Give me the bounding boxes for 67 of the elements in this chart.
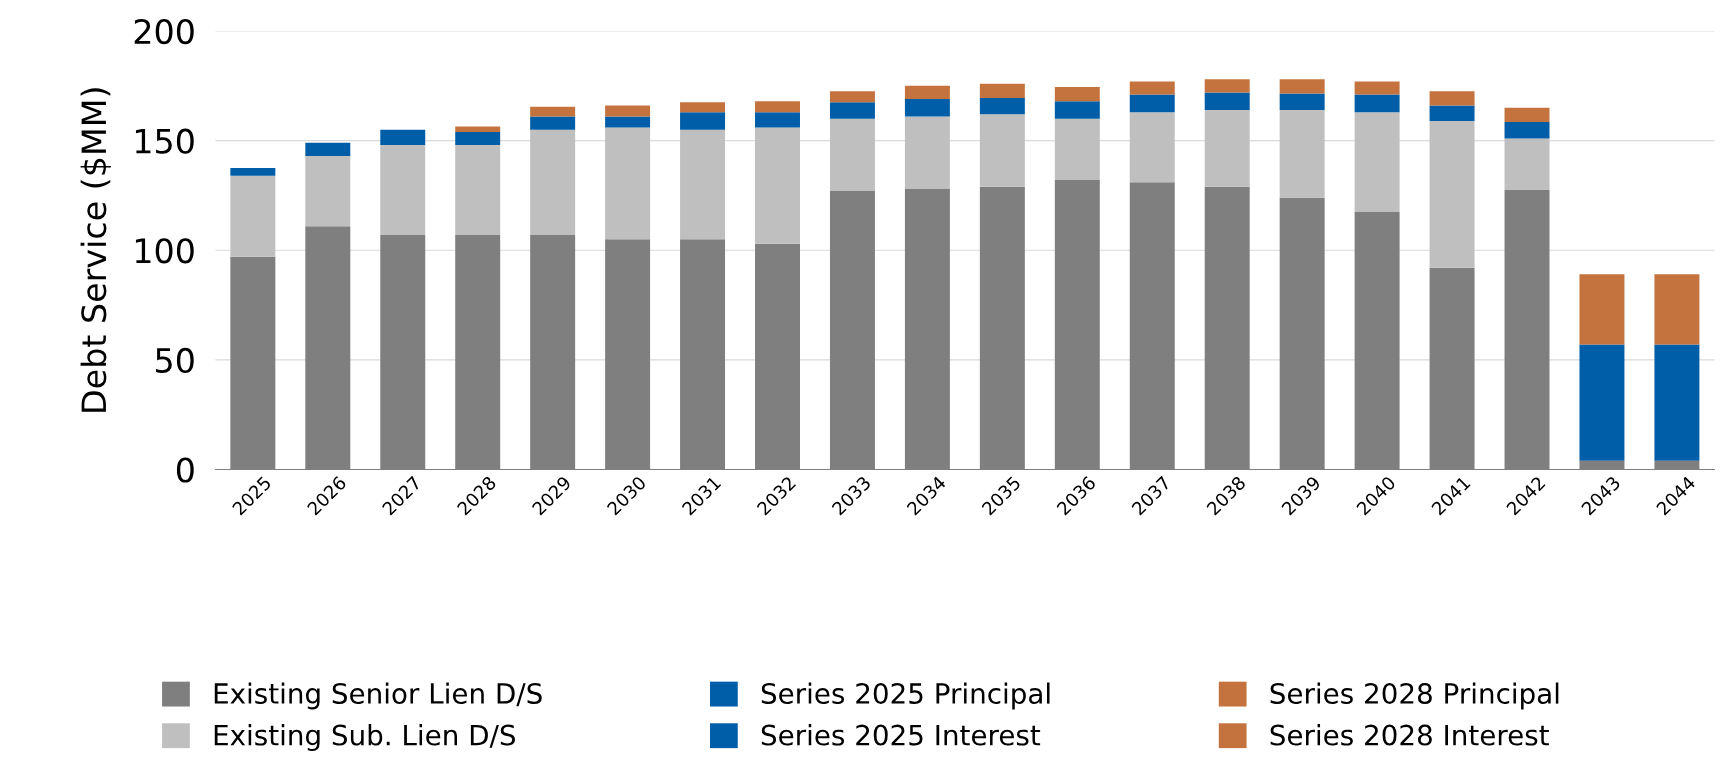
legend-label: Existing Sub. Lien D/S xyxy=(214,724,515,751)
bar xyxy=(1429,120,1475,268)
bar xyxy=(979,97,1025,115)
bar xyxy=(380,129,426,146)
bar xyxy=(1054,118,1100,181)
bar xyxy=(305,156,351,227)
bar xyxy=(1279,109,1325,198)
bar xyxy=(1354,112,1400,212)
legend-label: Series 2028 Principal xyxy=(1270,682,1559,710)
bar xyxy=(1204,79,1250,93)
bar xyxy=(1429,91,1475,106)
bar xyxy=(455,126,501,132)
bar xyxy=(1504,122,1550,139)
bar xyxy=(1054,86,1100,102)
bar xyxy=(605,127,651,240)
bar xyxy=(1504,138,1550,190)
bar xyxy=(904,116,950,189)
bar xyxy=(829,118,875,192)
bar xyxy=(755,127,800,244)
bar xyxy=(1129,81,1175,95)
bar xyxy=(680,129,726,240)
y-tick-label: 50 xyxy=(156,347,194,374)
bar xyxy=(305,142,351,156)
bar xyxy=(1354,94,1400,113)
bar xyxy=(680,112,726,130)
bar xyxy=(1129,112,1175,183)
bar xyxy=(230,168,276,176)
bar xyxy=(605,105,651,117)
bar xyxy=(755,112,800,128)
y-axis-title: Debt Service ($MM) xyxy=(80,88,111,412)
bar xyxy=(455,131,501,146)
bar xyxy=(829,102,875,119)
bar xyxy=(1129,94,1175,113)
bar xyxy=(1054,101,1100,119)
y-tick-label: 100 xyxy=(135,238,194,264)
bar xyxy=(530,106,576,117)
bar xyxy=(1279,79,1325,94)
bar xyxy=(1279,93,1325,110)
bar xyxy=(829,91,875,103)
bar xyxy=(755,101,800,113)
bar xyxy=(605,116,651,128)
bar xyxy=(1204,92,1250,110)
bar xyxy=(1579,274,1625,345)
bar xyxy=(1654,274,1700,345)
bar xyxy=(455,145,501,235)
legend-label: Series 2028 Interest xyxy=(1270,724,1549,746)
y-tick-label: 150 xyxy=(135,128,194,154)
bar xyxy=(230,175,276,257)
bar xyxy=(1654,344,1700,461)
bar xyxy=(904,85,950,99)
bar xyxy=(1204,109,1250,187)
bar xyxy=(979,114,1025,187)
bar xyxy=(1354,81,1400,95)
bar xyxy=(380,145,426,235)
bar xyxy=(904,99,950,117)
bar xyxy=(680,102,726,113)
legend-label: Series 2025 Principal xyxy=(761,682,1050,710)
y-tick-label: 200 xyxy=(134,18,194,45)
legend-label: Existing Senior Lien D/S xyxy=(214,682,542,710)
bar xyxy=(1579,344,1625,461)
y-tick-label: 0 xyxy=(176,457,194,483)
bar xyxy=(530,116,576,130)
legend-label: Series 2025 Interest xyxy=(761,724,1041,746)
bar xyxy=(979,83,1025,98)
bar xyxy=(1504,107,1550,123)
bar xyxy=(1429,105,1475,121)
bar xyxy=(530,129,576,235)
